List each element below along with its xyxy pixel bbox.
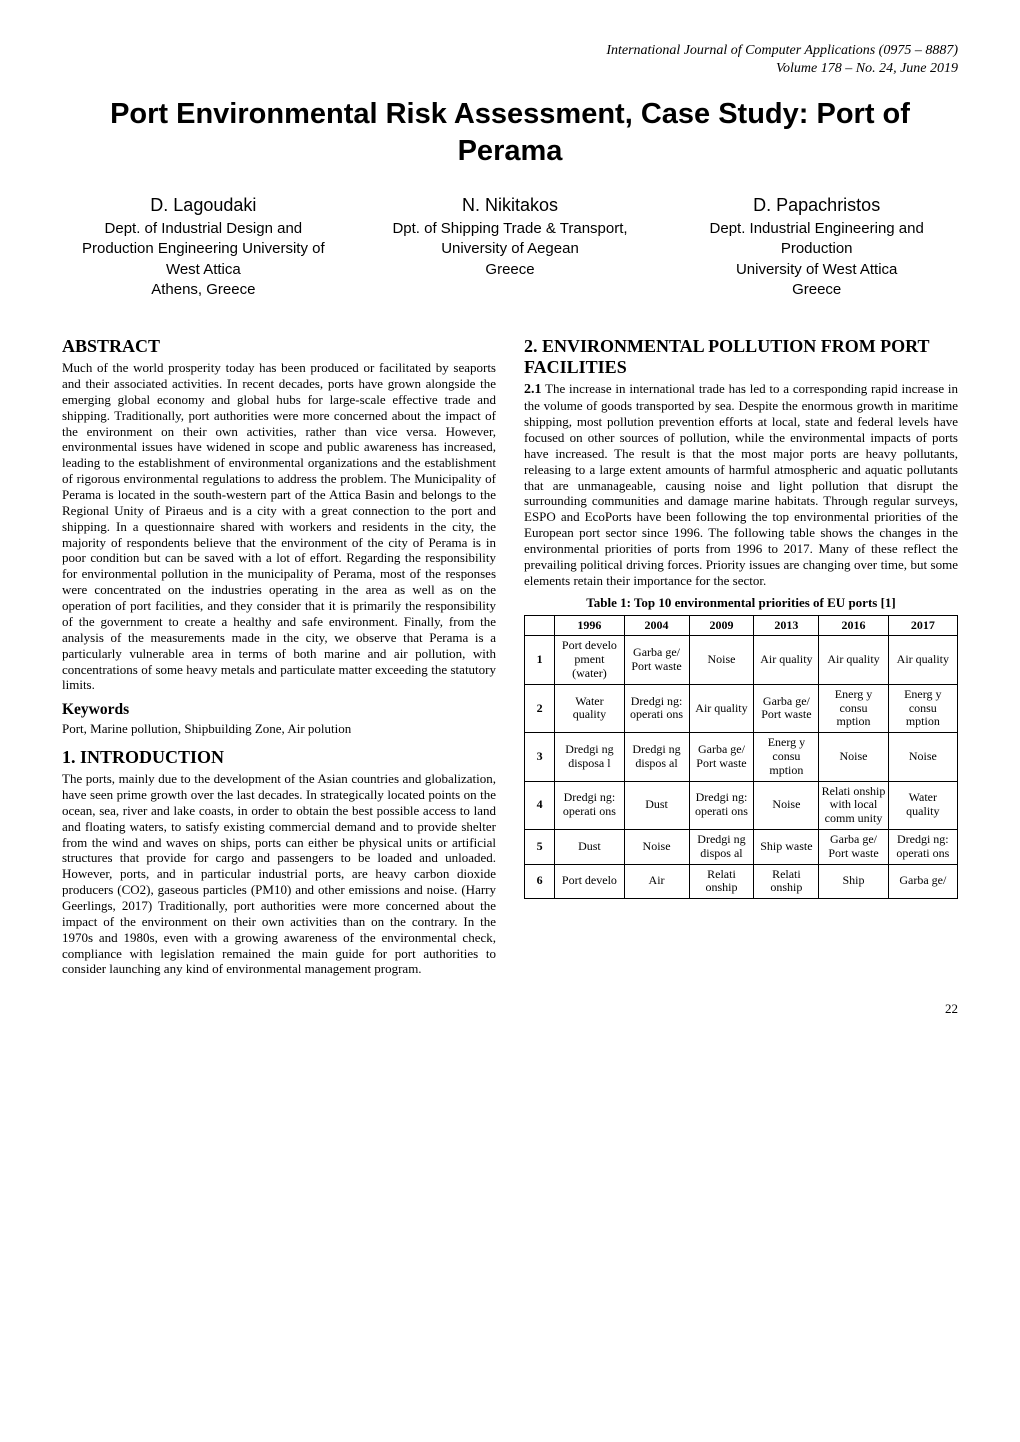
table-cell: Air bbox=[624, 864, 689, 899]
table-row: 6 Port develo Air Relati onship Relati o… bbox=[525, 864, 958, 899]
table-cell: Dredgi ng dispos al bbox=[689, 829, 754, 864]
author-affil-line: Dept. of Industrial Design and bbox=[62, 219, 345, 239]
table-cell: Dredgi ng: operati ons bbox=[624, 684, 689, 732]
table-row-header: 2 bbox=[525, 684, 555, 732]
journal-header: International Journal of Computer Applic… bbox=[62, 42, 958, 78]
table-col-header: 2013 bbox=[754, 615, 819, 636]
author-affil-line: Greece bbox=[369, 260, 652, 280]
author-name: D. Papachristos bbox=[675, 193, 958, 217]
table-caption: Table 1: Top 10 environmental priorities… bbox=[524, 595, 958, 611]
table-col-header: 2009 bbox=[689, 615, 754, 636]
table-cell: Air quality bbox=[888, 636, 957, 684]
table-row: 4 Dredgi ng: operati ons Dust Dredgi ng:… bbox=[525, 781, 958, 829]
table-cell: Dredgi ng: operati ons bbox=[689, 781, 754, 829]
table-cell: Water quality bbox=[888, 781, 957, 829]
intro-heading: 1. INTRODUCTION bbox=[62, 747, 496, 768]
abstract-heading: ABSTRACT bbox=[62, 336, 496, 357]
runin-21: 2.1 bbox=[524, 382, 542, 397]
table-row: 3 Dredgi ng disposa l Dredgi ng dispos a… bbox=[525, 733, 958, 781]
table-cell: Energ y consu mption bbox=[754, 733, 819, 781]
table-cell: Air quality bbox=[819, 636, 888, 684]
table-cell: Air quality bbox=[689, 684, 754, 732]
right-column: 2. ENVIRONMENTAL POLLUTION FROM PORT FAC… bbox=[524, 326, 958, 983]
author-affil-line: Greece bbox=[675, 280, 958, 300]
table-cell: Dredgi ng: operati ons bbox=[888, 829, 957, 864]
author-name: D. Lagoudaki bbox=[62, 193, 345, 217]
table-cell: Dredgi ng: operati ons bbox=[555, 781, 624, 829]
author-block-1: D. Lagoudaki Dept. of Industrial Design … bbox=[62, 193, 345, 300]
table-cell: Relati onship bbox=[754, 864, 819, 899]
abstract-text: Much of the world prosperity today has b… bbox=[62, 360, 496, 693]
table-cell: Garba ge/ Port waste bbox=[624, 636, 689, 684]
table-col-header bbox=[525, 615, 555, 636]
table-cell: Garba ge/ bbox=[888, 864, 957, 899]
table-cell: Ship waste bbox=[754, 829, 819, 864]
para21-text: The increase in international trade has … bbox=[524, 381, 958, 588]
table-row-header: 6 bbox=[525, 864, 555, 899]
table-cell: Relati onship with local comm unity bbox=[819, 781, 888, 829]
author-affil-line: University of Aegean bbox=[369, 239, 652, 259]
author-affil-line: Production bbox=[675, 239, 958, 259]
table-cell: Port develo bbox=[555, 864, 624, 899]
table-cell: Water quality bbox=[555, 684, 624, 732]
table-col-header: 2017 bbox=[888, 615, 957, 636]
keywords-text: Port, Marine pollution, Shipbuilding Zon… bbox=[62, 721, 496, 737]
intro-text: The ports, mainly due to the development… bbox=[62, 771, 496, 977]
journal-issue: Volume 178 – No. 24, June 2019 bbox=[62, 60, 958, 78]
table-cell: Dredgi ng dispos al bbox=[624, 733, 689, 781]
author-affil-line: Athens, Greece bbox=[62, 280, 345, 300]
author-affil-line: University of West Attica bbox=[675, 260, 958, 280]
table-row: 2 Water quality Dredgi ng: operati ons A… bbox=[525, 684, 958, 732]
two-column-body: ABSTRACT Much of the world prosperity to… bbox=[62, 326, 958, 983]
paper-title: Port Environmental Risk Assessment, Case… bbox=[62, 96, 958, 169]
table-cell: Noise bbox=[819, 733, 888, 781]
author-affil-line: West Attica bbox=[62, 260, 345, 280]
table-cell: Garba ge/ Port waste bbox=[754, 684, 819, 732]
table-col-header: 1996 bbox=[555, 615, 624, 636]
table-cell: Energ y consu mption bbox=[819, 684, 888, 732]
table-row-header: 4 bbox=[525, 781, 555, 829]
priorities-table: 1996 2004 2009 2013 2016 2017 1 Port dev… bbox=[524, 615, 958, 900]
author-block-2: N. Nikitakos Dpt. of Shipping Trade & Tr… bbox=[369, 193, 652, 300]
keywords-heading: Keywords bbox=[62, 701, 496, 719]
table-cell: Ship bbox=[819, 864, 888, 899]
table-row-header: 3 bbox=[525, 733, 555, 781]
section21-para: 2.1 The increase in international trade … bbox=[524, 381, 958, 588]
authors-row: D. Lagoudaki Dept. of Industrial Design … bbox=[62, 193, 958, 300]
table-cell: Dust bbox=[624, 781, 689, 829]
author-affil-line: Production Engineering University of bbox=[62, 239, 345, 259]
table-col-header: 2016 bbox=[819, 615, 888, 636]
table-cell: Noise bbox=[689, 636, 754, 684]
table-row: 5 Dust Noise Dredgi ng dispos al Ship wa… bbox=[525, 829, 958, 864]
author-block-3: D. Papachristos Dept. Industrial Enginee… bbox=[675, 193, 958, 300]
author-affil-line: Dept. Industrial Engineering and bbox=[675, 219, 958, 239]
table-row: 1 Port develo pment (water) Garba ge/ Po… bbox=[525, 636, 958, 684]
table-col-header: 2004 bbox=[624, 615, 689, 636]
table-row-header: 5 bbox=[525, 829, 555, 864]
table-cell: Air quality bbox=[754, 636, 819, 684]
table-cell: Noise bbox=[754, 781, 819, 829]
left-column: ABSTRACT Much of the world prosperity to… bbox=[62, 326, 496, 983]
table-header-row: 1996 2004 2009 2013 2016 2017 bbox=[525, 615, 958, 636]
page-number: 22 bbox=[62, 1001, 958, 1017]
table-cell: Noise bbox=[624, 829, 689, 864]
table-cell: Dust bbox=[555, 829, 624, 864]
table-cell: Energ y consu mption bbox=[888, 684, 957, 732]
author-affil-line: Dpt. of Shipping Trade & Transport, bbox=[369, 219, 652, 239]
table-cell: Garba ge/ Port waste bbox=[819, 829, 888, 864]
author-name: N. Nikitakos bbox=[369, 193, 652, 217]
table-cell: Port develo pment (water) bbox=[555, 636, 624, 684]
table-cell: Relati onship bbox=[689, 864, 754, 899]
page: International Journal of Computer Applic… bbox=[0, 0, 1020, 1047]
table-row-header: 1 bbox=[525, 636, 555, 684]
table-cell: Dredgi ng disposa l bbox=[555, 733, 624, 781]
table-cell: Noise bbox=[888, 733, 957, 781]
table-cell: Garba ge/ Port waste bbox=[689, 733, 754, 781]
journal-name: International Journal of Computer Applic… bbox=[62, 42, 958, 60]
section2-heading: 2. ENVIRONMENTAL POLLUTION FROM PORT FAC… bbox=[524, 336, 958, 378]
